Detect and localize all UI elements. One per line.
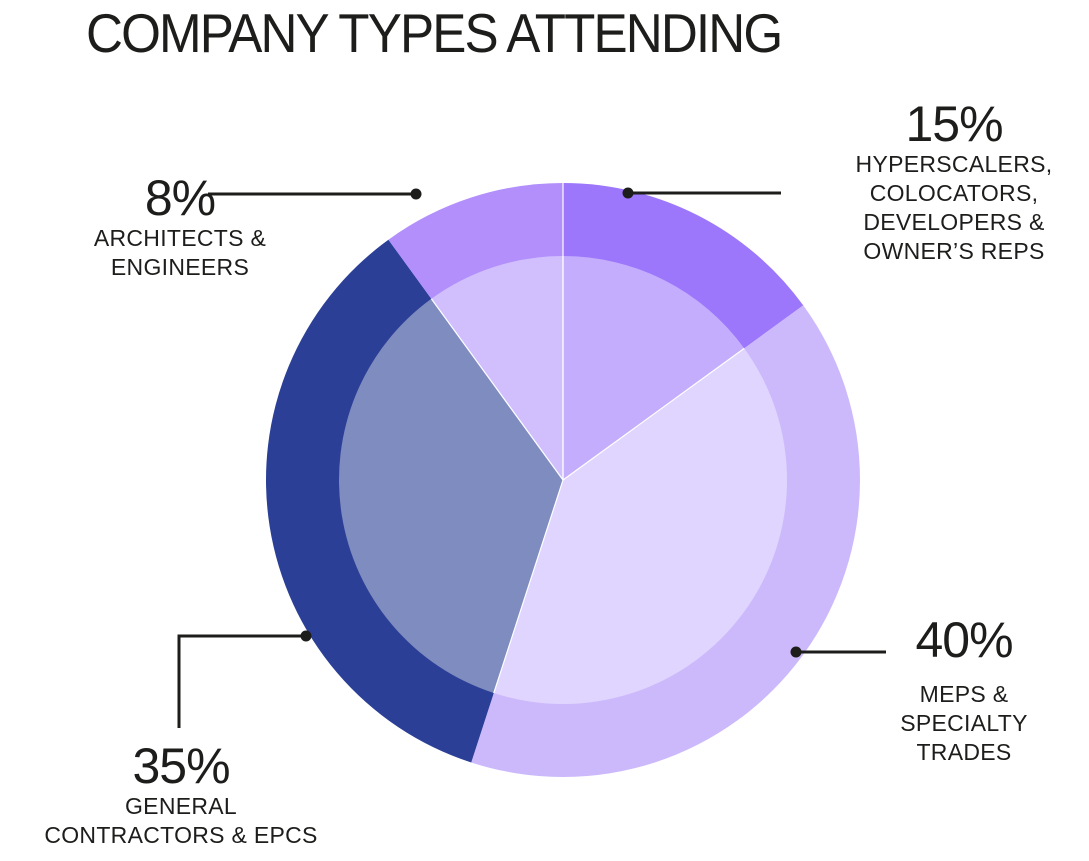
slice-inner-hyperscalers bbox=[563, 256, 745, 480]
leader-line-general-contractors bbox=[177, 634, 306, 728]
slice-separators bbox=[430, 183, 745, 694]
leader-dot-hyperscalers bbox=[622, 187, 634, 199]
slice-inner-meps bbox=[493, 348, 788, 704]
leader-dots bbox=[300, 187, 802, 658]
callout-label: MEPS & SPECIALTY TRADES bbox=[900, 681, 1028, 765]
callout-percent: 15% bbox=[905, 96, 1003, 152]
callout-meps: 40% MEPS & SPECIALTY TRADES bbox=[880, 614, 1048, 767]
leader-lines bbox=[177, 191, 886, 728]
callout-label: HYPERSCALERS, COLOCATORS, DEVELOPERS & O… bbox=[855, 151, 1053, 264]
leader-dot-architects bbox=[410, 188, 422, 200]
callout-percent: 40% bbox=[915, 612, 1013, 668]
slice-inner-architects bbox=[431, 256, 563, 480]
leader-dot-meps bbox=[790, 646, 802, 658]
callout-percent: 8% bbox=[144, 170, 216, 226]
slice-separator bbox=[430, 298, 564, 481]
slice-separator bbox=[562, 347, 745, 481]
pie-inner-disk bbox=[339, 256, 788, 704]
chart-title: COMPANY TYPES ATTENDING bbox=[86, 2, 783, 64]
slice-inner-general-contractors bbox=[339, 298, 563, 694]
callout-label: GENERAL CONTRACTORS & EPCS bbox=[44, 793, 318, 848]
callout-general-contractors: 35% GENERAL CONTRACTORS & EPCS bbox=[0, 740, 362, 850]
callout-architects: 8% ARCHITECTS & ENGINEERS bbox=[50, 172, 310, 282]
leader-dot-general-contractors bbox=[300, 630, 312, 642]
callout-hyperscalers: 15% HYPERSCALERS, COLOCATORS, DEVELOPERS… bbox=[820, 98, 1088, 266]
slice-separator bbox=[493, 479, 564, 694]
callout-label: ARCHITECTS & ENGINEERS bbox=[93, 225, 267, 280]
callout-percent: 35% bbox=[132, 738, 230, 794]
